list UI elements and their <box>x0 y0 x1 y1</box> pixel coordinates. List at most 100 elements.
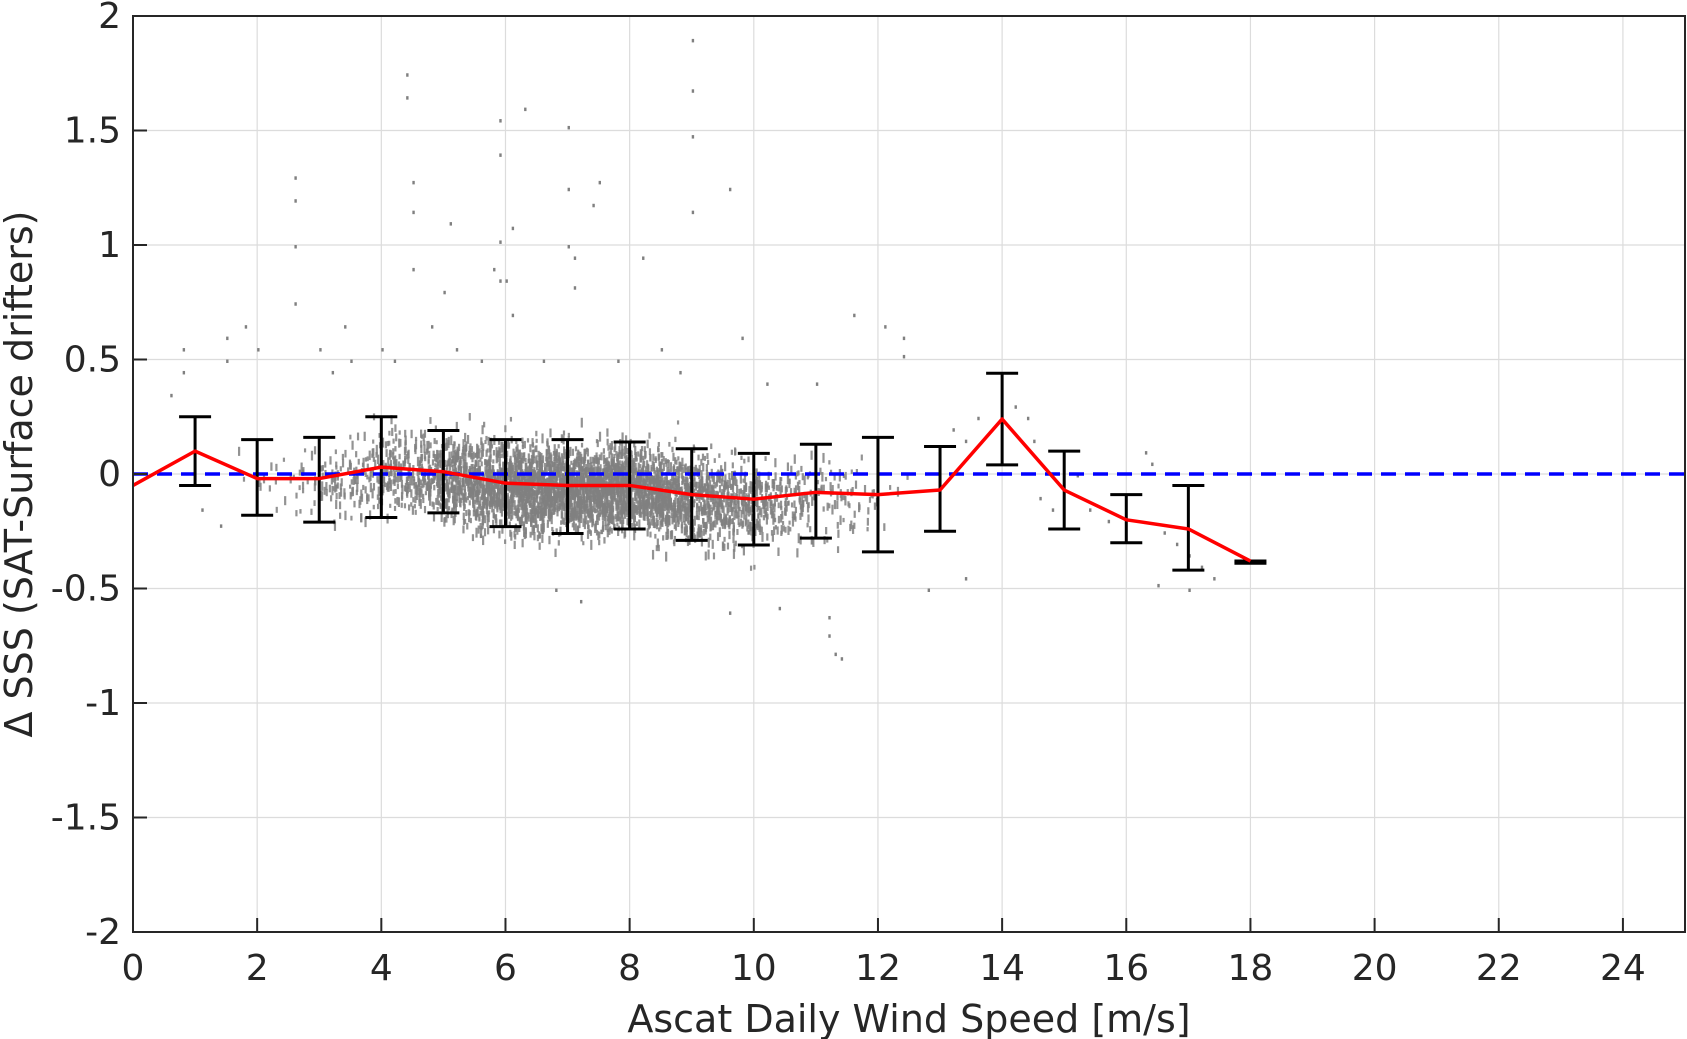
scatter-point <box>546 490 549 496</box>
scatter-point <box>1033 439 1036 444</box>
scatter-point <box>589 516 592 523</box>
scatter-point <box>707 485 711 494</box>
scatter-point <box>416 456 420 467</box>
scatter-point <box>320 490 323 497</box>
scatter-point <box>583 467 586 472</box>
scatter-point <box>749 506 752 512</box>
scatter-point <box>535 438 538 443</box>
scatter-point <box>718 512 721 521</box>
scatter-point <box>626 510 629 516</box>
scatter-point <box>523 440 526 449</box>
scatter-point <box>567 125 570 130</box>
scatter-point <box>529 444 532 453</box>
scatter-point <box>964 577 968 581</box>
scatter-point <box>437 500 440 506</box>
scatter-point <box>513 530 516 538</box>
scatter-point <box>656 538 659 548</box>
scatter-point <box>642 458 645 465</box>
scatter-point <box>517 508 520 513</box>
scatter-point <box>453 502 456 510</box>
scatter-point <box>715 497 718 504</box>
scatter-point <box>705 488 708 497</box>
scatter-point <box>589 495 592 504</box>
scatter-point <box>378 497 381 504</box>
scatter-point <box>653 522 657 529</box>
scatter-point <box>583 456 586 465</box>
scatter-point <box>453 441 456 446</box>
scatter-point <box>727 501 730 507</box>
scatter-point <box>709 485 713 495</box>
scatter-point <box>395 459 398 466</box>
scatter-point <box>443 290 446 295</box>
scatter-point <box>665 496 668 506</box>
scatter-point <box>485 497 489 503</box>
scatter-point <box>739 518 743 526</box>
scatter-point <box>712 552 716 560</box>
scatter-point <box>659 470 662 475</box>
scatter-point <box>706 510 709 518</box>
scatter-point <box>555 494 558 504</box>
scatter-point <box>558 491 561 499</box>
scatter-point <box>836 546 840 554</box>
scatter-point <box>741 336 744 341</box>
scatter-point <box>477 445 480 454</box>
scatter-point <box>540 491 543 500</box>
scatter-point <box>700 530 703 538</box>
scatter-point <box>511 492 514 503</box>
scatter-point <box>847 501 850 507</box>
scatter-point <box>787 525 790 535</box>
scatter-point <box>579 480 582 488</box>
scatter-point <box>435 481 439 487</box>
scatter-point <box>700 470 703 478</box>
scatter-point <box>570 502 574 513</box>
scatter-point <box>621 507 624 518</box>
scatter-point <box>732 507 735 512</box>
scatter-point <box>685 526 688 535</box>
scatter-point <box>561 512 564 519</box>
scatter-point <box>578 464 581 470</box>
scatter-point <box>551 526 554 532</box>
scatter-point <box>284 496 287 506</box>
scatter-point <box>507 461 510 470</box>
scatter-point <box>480 461 483 467</box>
scatter-point <box>577 451 581 461</box>
scatter-point <box>319 348 322 352</box>
scatter-point <box>490 444 494 449</box>
scatter-point <box>788 520 791 525</box>
scatter-point <box>480 506 483 516</box>
scatter-point <box>642 473 645 482</box>
scatter-point <box>420 444 423 454</box>
scatter-point <box>757 514 760 519</box>
scatter-point <box>400 479 404 488</box>
scatter-point <box>536 524 539 533</box>
scatter-point <box>760 526 763 533</box>
scatter-point <box>445 442 448 451</box>
scatter-point <box>496 492 499 497</box>
scatter-point <box>499 153 502 157</box>
x-axis-ticks: 0 2 4 6 8 10 12 14 16 18 20 22 24 <box>122 918 1646 989</box>
scatter-point <box>427 465 431 471</box>
scatter-point <box>644 500 647 510</box>
scatter-point <box>606 438 609 446</box>
scatter-point <box>396 483 399 490</box>
scatter-point <box>660 513 663 518</box>
scatter-point <box>631 475 634 482</box>
scatter-point <box>677 519 680 525</box>
scatter-point <box>624 435 628 443</box>
scatter-point <box>412 479 416 486</box>
scatter-point <box>634 477 637 486</box>
scatter-point <box>723 536 726 542</box>
scatter-point <box>426 481 429 491</box>
scatter-point <box>356 432 360 441</box>
scatter-point <box>597 466 600 471</box>
scatter-point <box>201 508 204 512</box>
scatter-point <box>300 462 303 473</box>
scatter-point <box>633 528 637 534</box>
scatter-point <box>376 503 380 510</box>
scatter-point <box>430 477 433 485</box>
scatter-point <box>498 483 501 494</box>
scatter-point <box>702 462 705 472</box>
scatter-point <box>623 452 626 459</box>
scatter-point <box>579 460 583 466</box>
scatter-point <box>655 502 658 512</box>
